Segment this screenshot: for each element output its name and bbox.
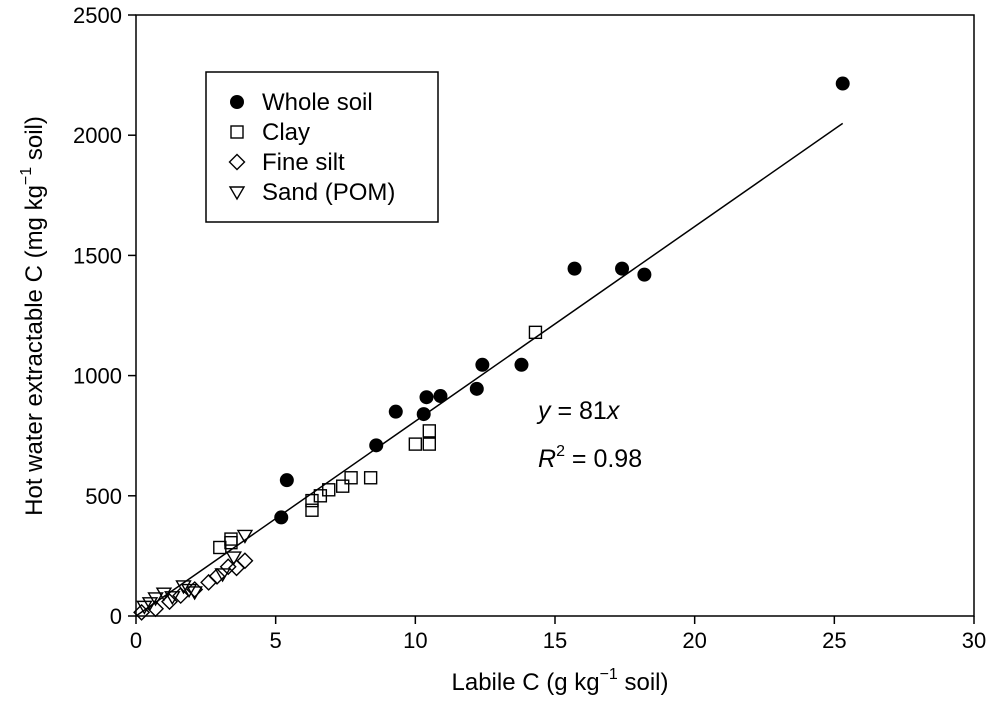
y-tick-label: 0 [110,604,122,629]
x-tick-label: 30 [962,628,986,653]
data-point [615,261,630,276]
x-axis-title: Labile C (g kg−1 soil) [452,666,669,696]
data-points-layer [133,76,850,621]
series-clay [213,325,543,555]
fit-equation: y = 81x [536,397,621,425]
y-axis-title-suffix: soil) [21,116,48,167]
r2-value: = 0.98 [565,445,642,473]
data-point [186,586,203,601]
data-point [475,357,490,372]
equation-rest: = 81 [551,397,607,425]
legend-marker [230,125,244,139]
data-point [224,535,238,550]
data-point [147,592,164,607]
r2-superscript: 2 [556,443,565,460]
data-point [164,591,181,606]
data-point [214,568,231,583]
data-point [388,404,403,419]
data-point [141,597,159,612]
data-point [236,552,254,570]
equation-y-var: y [536,397,552,425]
y-tick-label: 1000 [73,364,122,389]
data-point [224,532,238,546]
data-point [305,503,319,517]
r-squared: R2 = 0.98 [538,443,642,473]
legend-marker [228,186,246,201]
data-point [433,389,448,404]
data-point [528,325,543,340]
y-tick-label: 2000 [73,123,122,148]
y-axis-title-prefix: Hot water extractable C (mg kg [21,185,48,516]
fit-line-layer [135,122,844,617]
x-tick-label: 25 [822,628,846,653]
data-point [514,357,529,372]
data-point [172,587,190,605]
data-point [416,407,431,422]
data-point [419,390,434,405]
x-axis-title-sup: −1 [600,666,618,683]
series-whole-soil [274,76,850,525]
data-point [213,540,227,555]
data-point [274,510,289,525]
y-tick-label: 1500 [73,243,122,268]
data-point [835,76,850,91]
x-axis-title-prefix: Labile C (g kg [452,669,600,696]
data-point [344,471,358,485]
data-point [469,381,484,396]
data-point [422,437,436,451]
data-point [322,483,336,497]
data-point [637,267,652,282]
legend-label: Sand (POM) [262,179,395,206]
data-point [305,493,319,508]
data-point [369,438,384,453]
x-tick-label: 10 [403,628,427,653]
data-point [408,437,423,451]
data-point [180,583,198,598]
data-point [363,471,378,485]
data-point [225,551,242,566]
data-point [200,573,218,591]
legend-marker [230,95,244,109]
x-axis-title-suffix: soil) [618,669,669,696]
data-point [422,424,436,438]
x-tick-label: 15 [543,628,567,653]
y-axis-title-sup: −1 [18,167,35,185]
legend-marker [228,153,246,171]
x-tick-label: 20 [682,628,706,653]
x-tick-label: 0 [130,628,142,653]
legend: Whole soil Clay Fine silt Sand (POM) [205,71,439,223]
data-point [236,529,254,544]
y-tick-label: 500 [85,484,122,509]
data-point [336,479,350,493]
x-tick-label: 5 [270,628,282,653]
legend-label: Clay [262,119,310,146]
regression-line [135,122,844,617]
data-point [279,473,294,488]
r2-var: R [538,445,556,473]
legend-label: Fine silt [262,149,345,176]
y-axis-title: Hot water extractable C (mg kg−1 soil) [18,116,48,516]
data-point [567,261,582,276]
equation-x-var: x [606,397,621,425]
legend-label: Whole soil [262,89,373,116]
series-sand-pom [136,529,254,615]
legend-box [205,71,439,223]
data-point [208,567,226,585]
axis-ticks: 0 5 10 15 20 25 30 0 500 1000 1500 2000 2500 [73,3,986,653]
y-tick-label: 2500 [73,3,122,28]
